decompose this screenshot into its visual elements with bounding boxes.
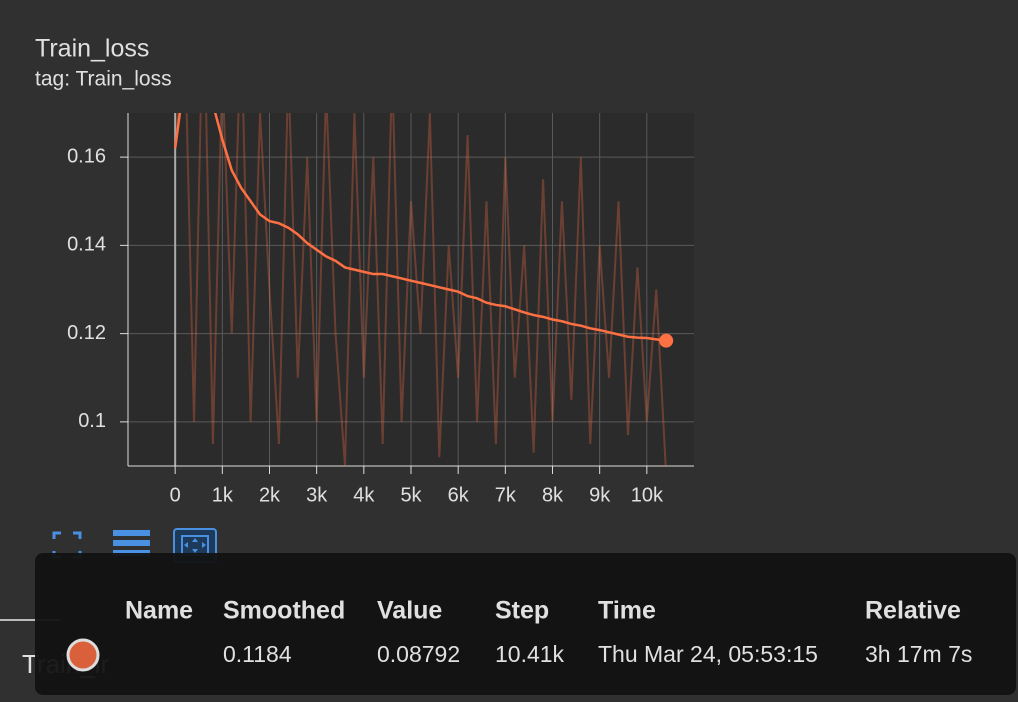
- tooltip-header: Time: [598, 597, 656, 625]
- x-tick-label: 8k: [542, 484, 564, 506]
- chart-subtitle: tag: Train_loss: [35, 68, 172, 91]
- x-tick-label: 10k: [631, 484, 664, 506]
- plot: 0.1 0.12 0.14 0.16 0 1k 2k 3k 4k 5k 6k 7k 8k 9k 10k: [67, 113, 694, 506]
- y-tick-label: 0.12: [67, 322, 106, 344]
- x-tick-label: 4k: [353, 484, 375, 506]
- tooltip-header: Relative: [865, 597, 961, 625]
- x-tick-label: 3k: [306, 484, 328, 506]
- tooltip-cell: 10.41k: [495, 641, 565, 667]
- y-tick-label: 0.16: [67, 145, 106, 167]
- tooltip-cell: 0.1184: [223, 641, 292, 667]
- series-line: [174, 113, 667, 466]
- series-line: [173, 113, 667, 342]
- tooltip-header: Value: [377, 597, 442, 625]
- x-tick-label: 0: [170, 484, 181, 506]
- y-tick-label: 0.1: [78, 410, 106, 432]
- tooltip-content: Name Smoothed Value Step Time Relative 0.1184 0…: [125, 597, 972, 667]
- tooltip-header: Name: [125, 597, 193, 625]
- x-tick-label: 1k: [212, 484, 234, 506]
- hover-point: [659, 333, 674, 348]
- chart-title: Train_loss: [35, 35, 149, 63]
- tooltip-header: Step: [495, 597, 549, 625]
- tooltip-cell: 3h 17m 7s: [865, 641, 972, 667]
- tooltip-cell: Thu Mar 24, 05:53:15: [598, 641, 818, 667]
- x-tick-label: 9k: [589, 484, 611, 506]
- x-tick-label: 5k: [400, 484, 422, 506]
- series-swatch: [66, 638, 100, 672]
- x-tick-label: 6k: [448, 484, 470, 506]
- tooltip-cell: 0.08792: [377, 641, 460, 667]
- tooltip: [35, 553, 1016, 695]
- x-tick-label: 2k: [259, 484, 281, 506]
- data-selection-icon[interactable]: [113, 530, 150, 556]
- y-tick-label: 0.14: [67, 234, 106, 256]
- x-tick-label: 7k: [495, 484, 517, 506]
- fullscreen-icon[interactable]: [52, 531, 82, 559]
- tooltip-header: Smoothed: [223, 597, 345, 625]
